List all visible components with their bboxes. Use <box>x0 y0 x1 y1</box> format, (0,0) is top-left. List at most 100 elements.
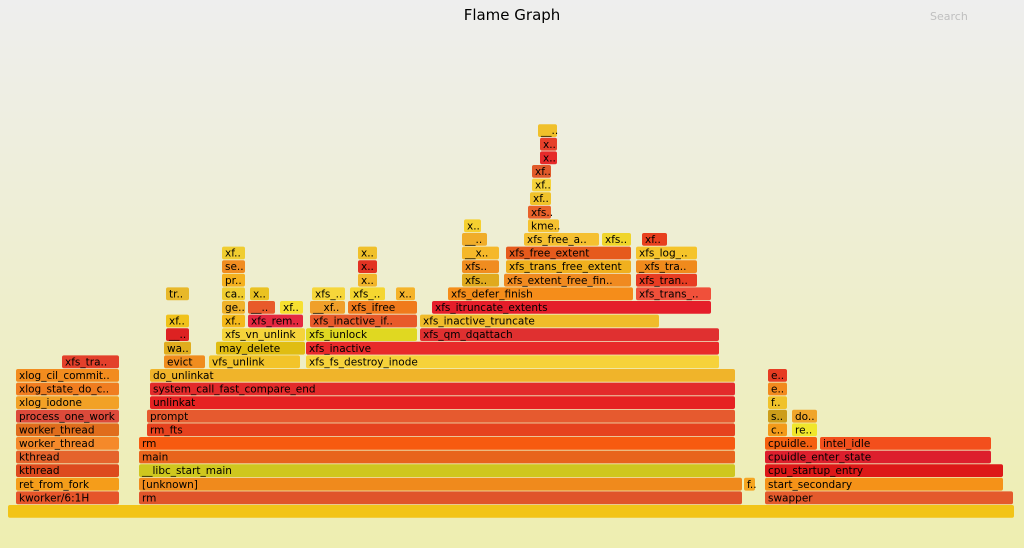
flame-frame-rect[interactable] <box>16 423 119 437</box>
flame-frame-rect[interactable] <box>312 287 345 301</box>
flame-frame[interactable]: x.. <box>358 246 377 260</box>
flame-frame[interactable]: e.. <box>768 369 787 382</box>
flame-frame[interactable]: xlog_iodone <box>16 396 119 409</box>
flame-frame[interactable]: xf.. <box>222 246 245 260</box>
flame-frame[interactable]: xf.. <box>642 233 667 246</box>
flame-frame-rect[interactable] <box>792 409 817 423</box>
flame-frame-rect[interactable] <box>147 423 735 437</box>
flame-frame-rect[interactable] <box>166 287 189 301</box>
flame-frame-rect[interactable] <box>139 450 735 464</box>
flame-frame[interactable]: do.. <box>792 409 817 423</box>
flame-frame-rect[interactable] <box>16 382 119 396</box>
flame-frame[interactable]: kthread <box>16 450 119 464</box>
flame-frame[interactable]: xfs_ifree <box>348 301 417 314</box>
flame-frame[interactable]: main <box>139 450 735 464</box>
flame-frame[interactable]: ge.. <box>222 301 245 314</box>
flame-frame[interactable]: re.. <box>792 423 817 436</box>
flame-frame-rect[interactable] <box>462 260 499 273</box>
flame-frame-rect[interactable] <box>250 287 269 301</box>
flame-frame[interactable]: x.. <box>464 219 481 232</box>
flame-frame[interactable]: __.. <box>166 328 189 341</box>
flame-frame[interactable]: xfs_inactive <box>306 341 719 355</box>
flame-frame-rect[interactable] <box>16 450 119 464</box>
flame-frame-rect[interactable] <box>358 246 377 260</box>
flame-frame[interactable]: vfs_unlink <box>209 355 300 368</box>
flame-frame[interactable]: f.. <box>744 477 757 491</box>
flame-frame[interactable]: unlinkat <box>150 396 735 409</box>
flame-frame[interactable]: __libc_start_main <box>139 464 735 477</box>
flame-frame-rect[interactable] <box>765 491 1013 505</box>
flame-frame[interactable]: system_call_fast_compare_end <box>150 382 735 396</box>
flame-frame[interactable]: xfs_extent_free_fin.. <box>504 273 631 287</box>
flame-frame-rect[interactable] <box>540 137 557 151</box>
flame-frame-rect[interactable] <box>216 341 305 355</box>
flame-frame-rect[interactable] <box>16 409 119 423</box>
flame-frame-rect[interactable] <box>765 450 991 464</box>
flame-frame-rect[interactable] <box>530 192 551 205</box>
flame-frame[interactable]: xfs_free_a.. <box>524 233 599 246</box>
flame-frame[interactable]: xfs_iunlock <box>306 328 417 341</box>
flame-frame-rect[interactable] <box>306 328 417 341</box>
flame-frame-rect[interactable] <box>448 287 633 301</box>
flame-frame-rect[interactable] <box>792 423 817 437</box>
flame-frame-rect[interactable] <box>222 314 245 328</box>
flame-frame[interactable]: x.. <box>358 260 377 273</box>
flame-frame-rect[interactable] <box>222 328 305 341</box>
flame-frame-rect[interactable] <box>820 437 991 450</box>
flame-frame-rect[interactable] <box>396 287 415 301</box>
flame-frame[interactable]: xfs.. <box>528 205 553 219</box>
flame-frame[interactable]: xfs_qm_dqattach <box>420 328 719 341</box>
flame-frame[interactable]: xfs_free_extent <box>506 246 631 260</box>
flame-frame[interactable]: xfs_inactive_truncate <box>420 314 659 328</box>
flame-frame[interactable]: xfs_itruncate_extents <box>432 301 711 314</box>
flame-frame-rect[interactable] <box>642 233 667 246</box>
flame-frame-rect[interactable] <box>222 301 245 314</box>
flame-frame[interactable]: xfs_.. <box>350 287 385 300</box>
flame-frame-rect[interactable] <box>280 301 303 314</box>
flame-frame-rect[interactable] <box>420 314 659 328</box>
flame-frame-rect[interactable] <box>420 328 719 341</box>
flame-frame-rect[interactable] <box>248 301 275 314</box>
flame-frame-rect[interactable] <box>222 246 245 260</box>
flame-frame[interactable]: se.. <box>222 260 245 273</box>
flame-frame[interactable]: cpuidle.. <box>765 437 817 450</box>
flame-frame-rect[interactable] <box>306 355 719 369</box>
flame-frame[interactable]: xfs_trans_.. <box>636 287 711 300</box>
flame-frame-rect[interactable] <box>222 260 245 273</box>
flame-frame-rect[interactable] <box>528 205 551 219</box>
flame-frame-rect[interactable] <box>768 409 787 423</box>
flame-frame[interactable]: swapper <box>765 491 1013 504</box>
flame-frame-rect[interactable] <box>636 273 697 287</box>
flame-frame[interactable]: c.. <box>768 423 787 436</box>
flame-frame-rect[interactable] <box>532 178 551 192</box>
flame-frame[interactable]: rm <box>139 491 742 504</box>
flame-frame-rect[interactable] <box>166 328 189 341</box>
flame-frame[interactable]: xfs_tra.. <box>62 355 119 368</box>
flame-frame-rect[interactable] <box>310 314 417 328</box>
flame-frame[interactable]: ca.. <box>222 287 245 300</box>
flame-frame[interactable]: _xfs_tra.. <box>636 260 697 273</box>
flame-frame[interactable]: __xf.. <box>310 301 345 314</box>
flame-frame-rect[interactable] <box>164 341 191 355</box>
flame-frame[interactable]: intel_idle <box>820 437 991 450</box>
flame-frame[interactable]: xfs_defer_finish <box>448 287 633 300</box>
flame-frame[interactable]: xf.. <box>532 165 551 178</box>
flame-frame[interactable]: xfs.. <box>462 260 499 273</box>
flame-frame-rect[interactable] <box>768 382 787 396</box>
search-button[interactable]: Search <box>930 10 968 23</box>
flame-frame-rect[interactable] <box>8 505 1014 518</box>
flame-frame-rect[interactable] <box>636 287 711 301</box>
flame-frame-rect[interactable] <box>209 355 300 369</box>
flame-frame[interactable]: cpuidle_enter_state <box>765 450 991 464</box>
flame-frame[interactable]: pr.. <box>222 273 245 287</box>
flame-frame-rect[interactable] <box>150 382 735 396</box>
flame-frame[interactable]: worker_thread <box>16 423 119 436</box>
flame-frame[interactable]: xf.. <box>532 178 551 192</box>
flame-frame[interactable]: prompt <box>147 409 735 423</box>
flame-frame[interactable]: [unknown] <box>139 477 742 491</box>
flame-frame-rect[interactable] <box>164 355 205 369</box>
flame-frame[interactable]: may_delete <box>216 341 305 355</box>
flame-frame[interactable]: xfs.. <box>602 233 631 246</box>
flame-frame-rect[interactable] <box>506 260 631 273</box>
flame-frame-rect[interactable] <box>222 273 245 287</box>
